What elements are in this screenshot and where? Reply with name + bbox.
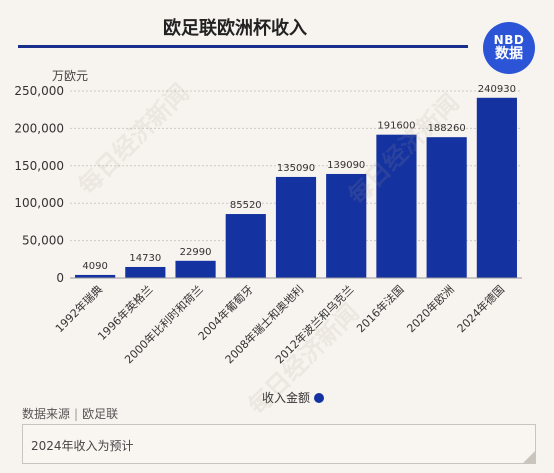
- data-label: 139090: [327, 160, 365, 171]
- data-label: 85520: [230, 200, 262, 211]
- data-label: 135090: [277, 163, 315, 174]
- x-tick-label: 2016年法国: [354, 282, 407, 335]
- data-label: 14730: [129, 253, 161, 264]
- data-label: 188260: [428, 123, 466, 134]
- bar: [426, 137, 467, 278]
- bar: [175, 260, 216, 278]
- data-label: 240930: [478, 84, 516, 95]
- bar: [275, 176, 317, 278]
- legend: 收入金额: [262, 389, 325, 406]
- data-source: 数据来源 | 欧足联: [22, 405, 118, 422]
- y-axis-unit: 万欧元: [52, 69, 89, 83]
- y-tick-label: 250,000: [14, 84, 64, 98]
- source-separator: |: [74, 407, 79, 421]
- note-box: 2024年收入为预计: [22, 424, 536, 464]
- x-tick-label: 1992年瑞典: [52, 282, 105, 335]
- y-tick-label: 0: [56, 271, 64, 285]
- legend-label: 收入金额: [262, 391, 311, 405]
- bar: [75, 274, 116, 278]
- bar-chart: 0 50,000 100,000 150,000 200,000 250,000 4090 1…: [14, 84, 522, 366]
- data-label: 4090: [82, 261, 107, 272]
- y-tick-label: 200,000: [14, 121, 64, 135]
- bar: [125, 266, 166, 278]
- note-text: 2024年收入为预计: [31, 439, 134, 453]
- bar: [476, 97, 517, 278]
- y-tick-label: 100,000: [14, 196, 64, 210]
- bar: [376, 134, 417, 278]
- source-value: 欧足联: [82, 407, 119, 421]
- chart-title: 欧足联欧洲杯收入: [163, 18, 307, 39]
- y-tick-label: 150,000: [14, 159, 64, 173]
- data-label: 22990: [180, 247, 212, 258]
- nbd-logo: NBD 数据: [483, 22, 535, 74]
- bar: [326, 173, 367, 278]
- y-tick-label: 50,000: [22, 234, 64, 248]
- note-corner-fold: [522, 450, 536, 464]
- source-label: 数据来源: [22, 407, 71, 421]
- bar: [225, 214, 266, 278]
- legend-swatch-icon: [314, 392, 325, 403]
- logo-line2: 数据: [495, 45, 523, 62]
- title-divider: [18, 45, 468, 48]
- logo-line1: NBD: [493, 33, 525, 48]
- data-label: 191600: [377, 121, 415, 132]
- x-tick-label: 2024年德国: [454, 282, 507, 335]
- x-tick-label: 2020年欧洲: [404, 282, 457, 335]
